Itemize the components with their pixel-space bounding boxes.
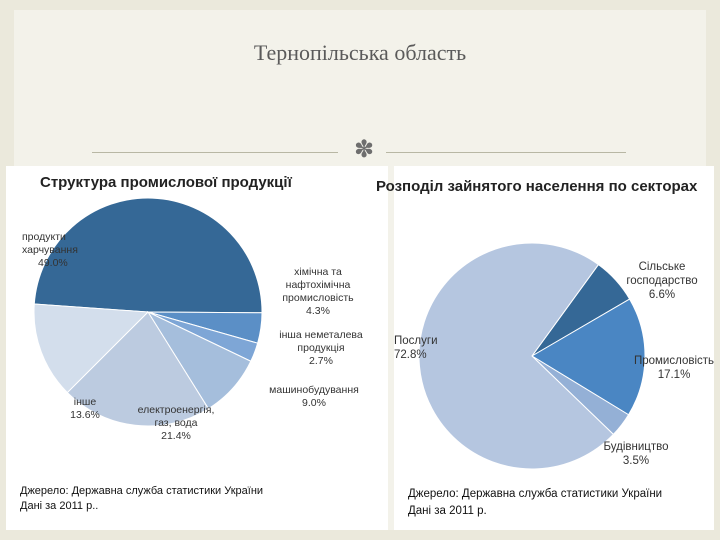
- chart-title-industry: Структура промислової продукції: [40, 174, 292, 191]
- pie-slice-energy: [66, 311, 210, 427]
- divider-right: [386, 152, 626, 153]
- slice-label-services: Послуги 72.8%: [394, 335, 438, 361]
- pie-slice-food: [33, 197, 263, 314]
- pie-slice-services: [418, 242, 615, 470]
- slice-label-industry: Промисловість 17.1%: [633, 355, 715, 381]
- pie-slice-other: [33, 303, 150, 394]
- slice-label-chemical: хімічна та нафтохімічна промисловість 4.…: [282, 266, 354, 317]
- slice-label-food: продукти харчування 49.0%: [22, 231, 78, 269]
- slice-label-energy: електроенергія, газ, вода 21.4%: [137, 404, 215, 442]
- slice-label-construction: Будівництво 3.5%: [603, 441, 669, 467]
- pie-slice-industry: [531, 298, 646, 416]
- divider-left: [92, 152, 338, 153]
- chart-title-employment: Розподіл зайнятого населення по секторах: [376, 178, 698, 195]
- ornament-icon: ✽: [353, 135, 375, 163]
- source-note-employment: Джерело: Державна служба статистики Укра…: [408, 488, 663, 517]
- source-note-industry: Джерело: Державна служба статистики Укра…: [20, 485, 264, 512]
- slice-label-machinery: машинобудування 9.0%: [269, 384, 359, 409]
- slice-label-agriculture: Сільське господарство 6.6%: [626, 261, 698, 301]
- slice-label-nonmetal: інша неметалева продукція 2.7%: [279, 329, 363, 367]
- slide-title: Тернопільська область: [253, 40, 467, 65]
- slice-label-other: інше 13.6%: [70, 396, 100, 421]
